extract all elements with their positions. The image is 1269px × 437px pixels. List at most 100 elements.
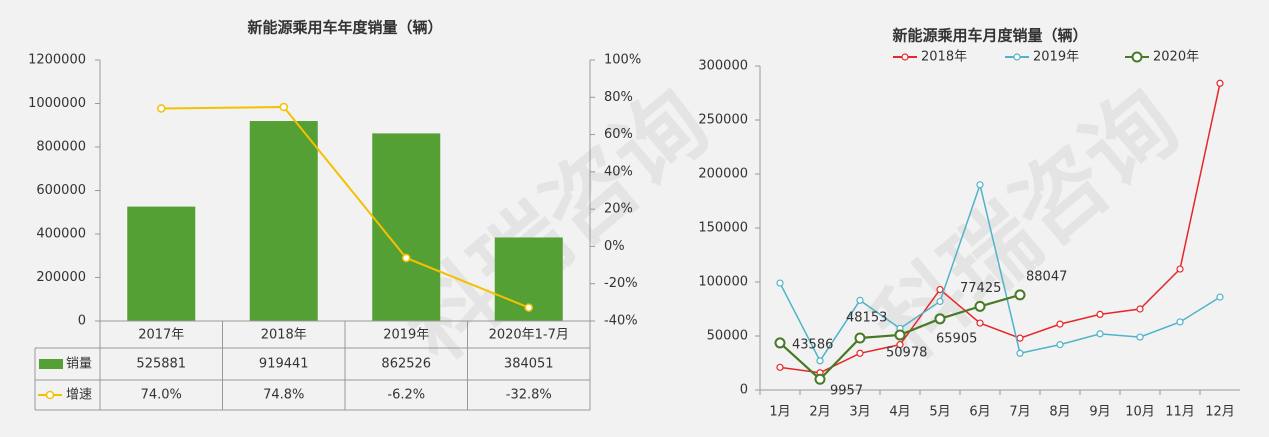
chart-title: 新能源乘用车年度销量（辆）: [247, 19, 442, 37]
y-tick-label: 1000000: [28, 96, 86, 111]
point: [934, 313, 946, 325]
y-tick-label: 1200000: [28, 53, 86, 68]
point: [814, 373, 826, 385]
table-cell: 525881: [136, 357, 186, 372]
table-cell: 862526: [381, 357, 431, 372]
point: [816, 357, 824, 365]
point: [1056, 320, 1064, 328]
point: [774, 337, 786, 349]
point: [1016, 349, 1024, 357]
point: [776, 279, 784, 287]
point: [279, 102, 288, 112]
data-label: 88047: [1026, 269, 1067, 284]
y-tick-label: 0: [740, 383, 748, 398]
legend-swatch: [39, 359, 63, 369]
point: [1056, 341, 1064, 349]
y-tick-label: 50000: [707, 329, 748, 344]
bar: [127, 206, 196, 321]
legend-label: 增速: [66, 388, 92, 403]
y-tick-label: 800000: [36, 140, 86, 155]
point: [1136, 333, 1144, 341]
point: [1176, 265, 1184, 273]
point: [1096, 310, 1104, 318]
data-label: 77425: [960, 281, 1001, 296]
line: [779, 83, 1221, 374]
y2-tick-label: -20%: [604, 276, 638, 291]
x-tick-label: 2017年: [138, 328, 184, 343]
x-tick-label: 5月: [929, 405, 950, 420]
line: [779, 182, 1221, 363]
point: [1016, 334, 1024, 342]
chart-title: 新能源乘用车月度销量（辆）: [892, 27, 1087, 45]
x-tick-label: 2019年: [383, 328, 429, 343]
legend-swatch: [1131, 51, 1143, 63]
table-cell: -32.8%: [506, 388, 552, 403]
y-tick-label: 600000: [36, 183, 86, 198]
x-tick-label: 1月: [769, 405, 790, 420]
x-tick-label: 3月: [849, 405, 870, 420]
y-tick-label: 0: [78, 314, 86, 329]
y2-tick-label: 0%: [604, 239, 625, 254]
x-tick-label: 2020年1-7月: [489, 328, 569, 343]
x-tick-label: 10月: [1125, 405, 1155, 420]
point: [894, 329, 906, 341]
bar: [249, 121, 318, 322]
y2-tick-label: 20%: [604, 202, 633, 217]
y2-tick-label: 100%: [604, 53, 641, 68]
point: [1176, 318, 1184, 326]
table-cell: 74.0%: [141, 388, 182, 403]
data-label: 48153: [846, 310, 887, 325]
y2-tick-label: 80%: [604, 90, 633, 105]
x-tick-label: 2月: [809, 405, 830, 420]
table-cell: 384051: [504, 357, 554, 372]
table-cell: 74.8%: [263, 388, 304, 403]
table-cell: 919441: [259, 357, 309, 372]
point: [974, 300, 986, 312]
data-label: 50978: [886, 345, 927, 360]
point: [856, 349, 864, 357]
point: [976, 319, 984, 327]
point: [936, 285, 944, 294]
y2-tick-label: 60%: [604, 127, 633, 142]
data-label: 65905: [936, 331, 977, 346]
legend-label: 2018年: [921, 50, 967, 65]
y-tick-label: 150000: [698, 221, 748, 236]
y-tick-label: 100000: [698, 275, 748, 290]
point: [1096, 330, 1104, 338]
line: [161, 105, 530, 309]
y-tick-label: 200000: [36, 270, 86, 285]
x-tick-label: 11月: [1165, 405, 1195, 420]
y-tick-label: 400000: [36, 227, 86, 242]
point: [856, 296, 864, 304]
table-cell: -6.2%: [387, 388, 425, 403]
y-tick-label: 300000: [698, 59, 748, 74]
y-tick-label: 200000: [698, 167, 748, 182]
point: [524, 303, 533, 312]
x-tick-label: 8月: [1049, 405, 1070, 420]
point: [854, 332, 866, 344]
x-tick-label: 6月: [969, 405, 990, 420]
point: [402, 253, 411, 263]
bar: [372, 133, 441, 321]
point: [896, 341, 904, 349]
point: [1014, 289, 1026, 301]
legend-swatch: [45, 390, 55, 400]
legend-label: 2019年: [1033, 50, 1079, 65]
x-tick-label: 4月: [889, 405, 910, 420]
data-label: 43586: [792, 337, 833, 352]
x-tick-label: 7月: [1009, 405, 1030, 420]
y2-tick-label: -40%: [604, 314, 638, 329]
point: [936, 297, 944, 306]
data-label: 9957: [830, 384, 863, 399]
x-tick-label: 2018年: [261, 328, 307, 343]
point: [1216, 79, 1224, 87]
point: [157, 104, 166, 113]
point: [1136, 305, 1144, 313]
y2-tick-label: 40%: [604, 164, 633, 179]
legend-label: 销量: [66, 357, 92, 372]
x-tick-label: 12月: [1205, 405, 1235, 420]
point: [776, 363, 784, 371]
point: [1216, 293, 1224, 301]
y-tick-label: 250000: [698, 113, 748, 128]
